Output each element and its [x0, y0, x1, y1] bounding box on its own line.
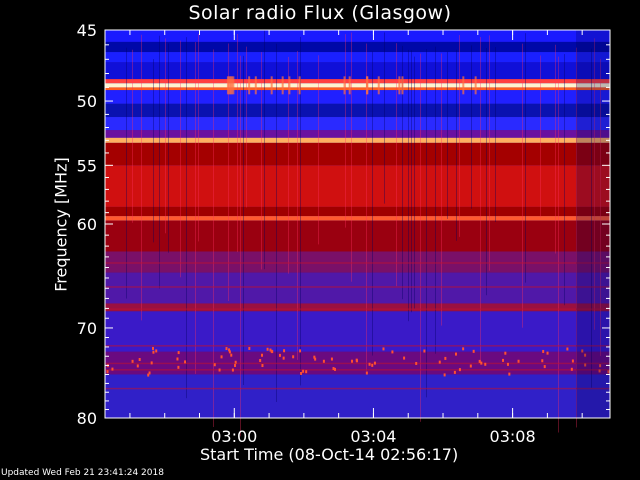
plot-area	[104, 29, 611, 437]
frequency-band	[105, 52, 610, 63]
frequency-band	[105, 220, 610, 252]
updated-timestamp: Updated Wed Feb 21 23:41:24 2018	[1, 468, 164, 478]
frequency-band	[105, 83, 610, 88]
x-tick-label: 03:08	[490, 427, 536, 446]
frequency-band	[105, 216, 610, 221]
frequency-band	[105, 62, 610, 80]
y-axis-label: Frequency [MHz]	[51, 157, 71, 292]
frequency-band	[105, 103, 610, 118]
y-tick: 70	[77, 319, 610, 338]
frequency-band	[105, 251, 610, 273]
chart-title: Solar radio Flux (Glasgow)	[188, 2, 452, 24]
y-tick: 45	[77, 21, 610, 40]
y-tick: 50	[77, 92, 610, 111]
frequency-band	[105, 206, 610, 217]
y-tick-label: 70	[77, 319, 97, 338]
frequency-band	[105, 130, 610, 138]
frequency-band	[105, 311, 610, 352]
frequency-band	[105, 79, 610, 84]
frequency-band	[105, 142, 610, 166]
y-tick: 60	[77, 215, 610, 234]
frequency-band	[105, 165, 610, 207]
frequency-band	[105, 87, 610, 91]
x-axis: 03:00 03:04 03:08	[129, 30, 583, 446]
y-tick-label: 50	[77, 92, 97, 111]
x-tick-label: 03:00	[211, 427, 257, 446]
y-tick-label: 80	[77, 409, 97, 428]
frequency-band	[105, 41, 610, 53]
burst-markers	[106, 76, 610, 377]
frequency-band	[105, 374, 610, 418]
noise-texture	[126, 30, 601, 437]
y-tick-label: 55	[77, 156, 97, 175]
x-axis-label: Start Time (08-Oct-14 02:56:17)	[200, 445, 459, 464]
frequency-band	[105, 272, 610, 304]
y-tick-label: 60	[77, 215, 97, 234]
frequency-band	[105, 303, 610, 312]
y-axis: 45 50 55 60 70 80	[77, 21, 610, 428]
frequency-band	[105, 30, 610, 42]
y-tick: 80	[77, 409, 610, 428]
frequency-band	[105, 137, 610, 143]
x-tick-label: 03:04	[350, 427, 396, 446]
frequency-band	[105, 117, 610, 131]
interference-lines	[105, 262, 610, 390]
y-tick: 55	[77, 156, 610, 175]
y-tick-label: 45	[77, 21, 97, 40]
